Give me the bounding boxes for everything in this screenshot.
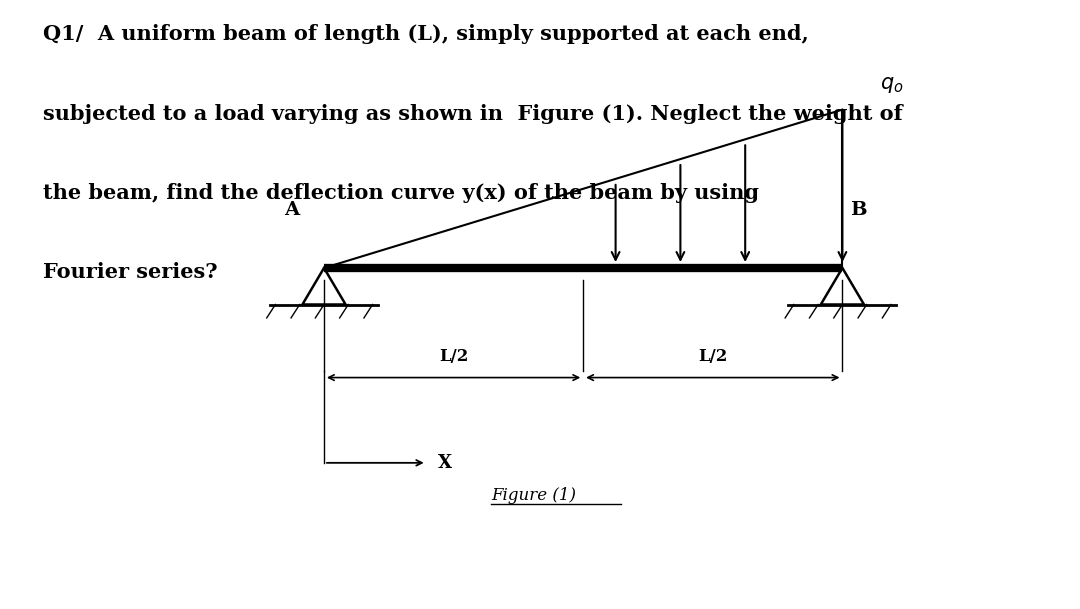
Text: A: A	[284, 201, 299, 219]
Text: Q1/  A uniform beam of length (L), simply supported at each end,: Q1/ A uniform beam of length (L), simply…	[43, 24, 809, 44]
Text: $q_o$: $q_o$	[880, 76, 904, 95]
Text: Fourier series?: Fourier series?	[43, 262, 218, 282]
Text: subjected to a load varying as shown in  Figure (1). Neglect the weight of: subjected to a load varying as shown in …	[43, 104, 903, 124]
Text: L/2: L/2	[698, 348, 728, 365]
Text: Figure (1): Figure (1)	[491, 487, 577, 504]
Text: B: B	[850, 201, 867, 219]
Text: X: X	[437, 454, 451, 472]
Text: the beam, find the deflection curve y(x) of the beam by using: the beam, find the deflection curve y(x)…	[43, 183, 759, 203]
Text: L/2: L/2	[438, 348, 469, 365]
